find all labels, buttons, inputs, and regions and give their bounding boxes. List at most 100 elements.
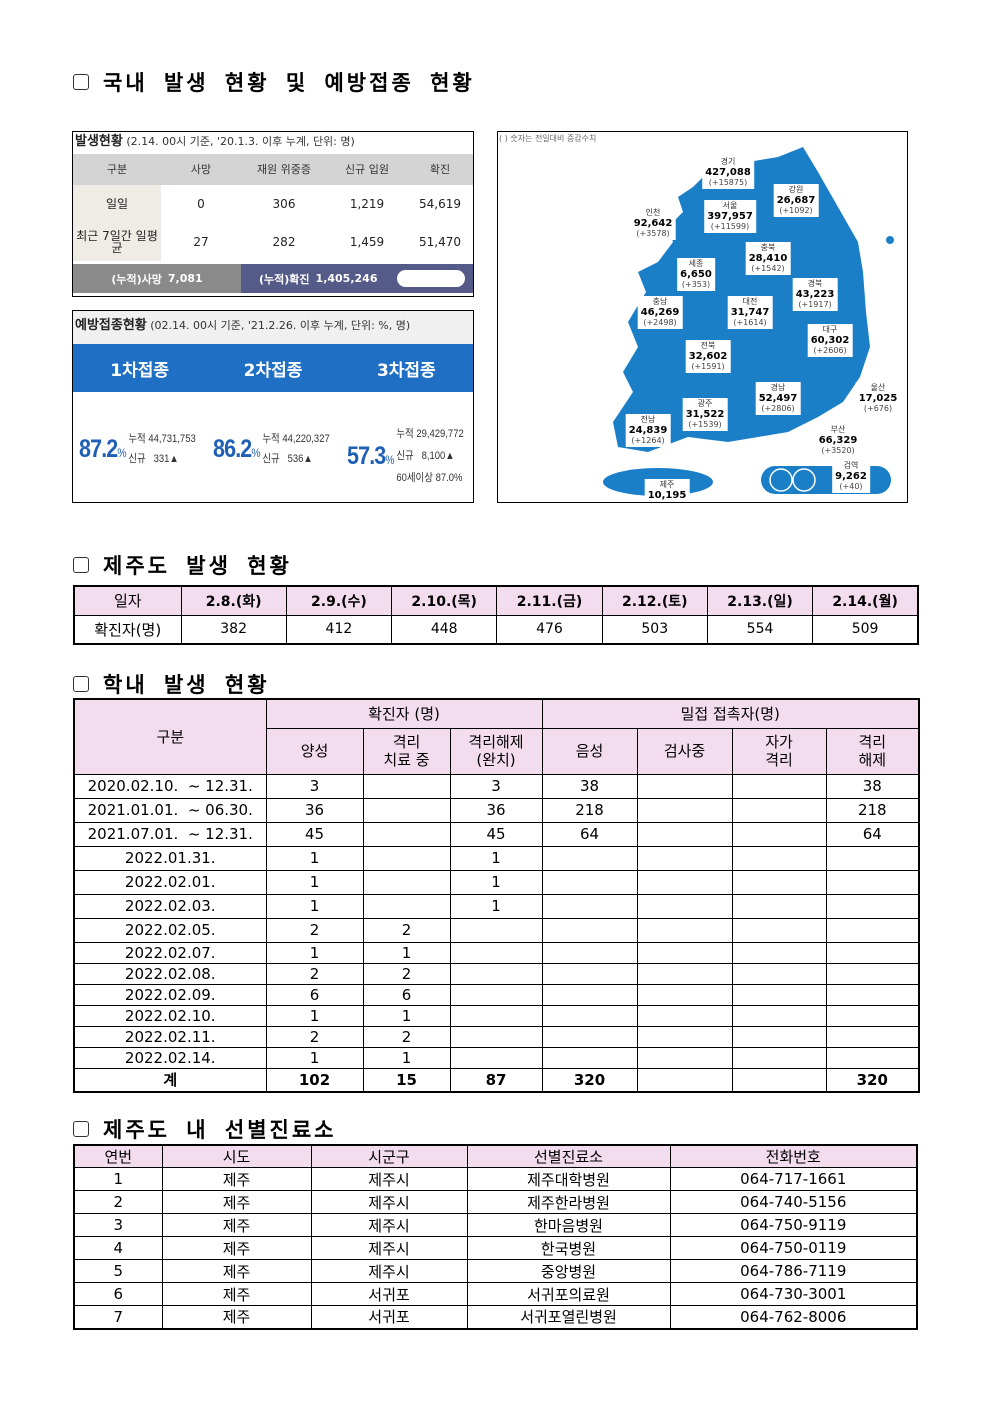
value-cell: 2 (362, 917, 451, 943)
total-cell: 15 (362, 1067, 451, 1093)
value-cell: 2 (265, 962, 364, 985)
clinic-cell: 서귀포의료원 (466, 1282, 671, 1306)
count-cell: 448 (391, 614, 498, 645)
value-cell: 2 (265, 1025, 364, 1048)
period-cell: 2022.02.05. (73, 917, 267, 943)
region-label: 대전 31,747 (+1614) (727, 296, 773, 329)
checkbox-icon (73, 676, 89, 692)
occurrence-cell: 1,219 (349, 197, 385, 211)
region-delta: (+353) (681, 280, 711, 289)
value-cell: 3 (449, 773, 543, 799)
region-label: 강원 26,687 (+1092) (773, 184, 819, 217)
value-cell (731, 1046, 827, 1069)
clinic-cell: 064-730-3001 (669, 1282, 918, 1306)
region-name: 대전 (742, 297, 758, 306)
period-cell: 2021.01.01. ~ 06.30. (73, 797, 267, 823)
region-delta: (+1917) (798, 300, 832, 309)
table-row: 2022.02.11. 2 2 (73, 1025, 920, 1048)
value-cell (825, 983, 920, 1006)
count-cell: 554 (706, 614, 814, 645)
region-delta: (+2498) (643, 318, 677, 327)
clinic-cell: 064-750-0119 (669, 1236, 918, 1260)
value-cell: 218 (541, 797, 638, 823)
region-name: 서울 (722, 201, 738, 210)
clinic-cell: 서귀포 (310, 1305, 468, 1329)
table-row: 2022.02.07. 1 1 (73, 941, 920, 964)
count-cell: 412 (285, 614, 393, 645)
occurrence-cell: 54,619 (419, 197, 461, 211)
value-cell (731, 797, 827, 823)
value-cell (541, 845, 638, 871)
value-cell (731, 941, 827, 964)
value-cell (731, 845, 827, 871)
value-cell (541, 893, 638, 919)
table-row: 5 제주 제주시 중앙병원 064-786-7119 (73, 1259, 918, 1283)
value-cell (362, 797, 451, 823)
region-label: 경남 52,497 (+2806) (755, 382, 801, 415)
count-cell: 503 (601, 614, 708, 645)
occurrence-title: 발생현황 (75, 134, 123, 149)
table-row: 2 제주 제주시 제주한라병원 064-740-5156 (73, 1190, 918, 1214)
clinic-cell: 제주 (161, 1190, 312, 1214)
region-value: 397,957 (707, 211, 753, 222)
section-title-clinics: 제주도 내 선별진료소 (73, 1114, 337, 1144)
total-cell: 87 (449, 1067, 543, 1093)
region-name: 광주 (697, 399, 713, 408)
clinic-cell: 한마음병원 (466, 1213, 671, 1237)
cumulative-confirmed: (누적)확진 1,405,246 (241, 264, 473, 293)
date-header: 2.9.(수) (285, 585, 393, 616)
clinic-header: 선별진료소 (466, 1144, 671, 1168)
clinic-cell: 064-740-5156 (669, 1190, 918, 1214)
region-value: 26,687 (776, 195, 816, 206)
value-cell (449, 941, 543, 964)
value-cell (449, 1046, 543, 1069)
occurrence-header: 재원 위중증 (241, 154, 327, 185)
occurrence-cell: 282 (272, 235, 296, 249)
value-cell (362, 893, 451, 919)
period-cell: 2022.02.03. (73, 893, 267, 919)
row-label: 확진자(명) (73, 614, 182, 645)
value-cell (825, 869, 920, 895)
value-cell (541, 1046, 638, 1069)
period-cell: 2022.02.08. (73, 962, 267, 985)
region-label: 부산 66,329 (+3520) (815, 424, 861, 457)
section-title-national: 국내 발생 현황 및 예방접종 현황 (73, 67, 475, 97)
total-cell: 320 (541, 1067, 638, 1093)
region-delta: (+2806) (761, 404, 795, 413)
region-name: 세종 (688, 259, 704, 268)
cumulative-confirmed-label: (누적)확진 (259, 272, 310, 286)
region-label: 광주 31,522 (+1539) (682, 398, 728, 431)
clinic-cell: 제주 (161, 1282, 312, 1306)
value-cell: 1 (265, 941, 364, 964)
count-cell: 382 (180, 614, 287, 645)
period-cell: 2022.02.11. (73, 1025, 267, 1048)
region-value: 28,410 (748, 253, 788, 264)
region-value: 92,642 (633, 218, 673, 229)
value-cell: 1 (362, 1004, 451, 1027)
value-cell (541, 1025, 638, 1048)
region-name: 검역 (843, 461, 859, 470)
clinic-cell: 중앙병원 (466, 1259, 671, 1283)
value-cell (449, 1004, 543, 1027)
region-label: 대구 60,302 (+2606) (807, 324, 853, 357)
region-name: 부산 (830, 425, 846, 434)
jeju-daily-table: 일자 2.8.(화) 2.9.(수) 2.10.(목) 2.11.(금) 2.12.(토)… (73, 585, 919, 645)
region-name: 전북 (700, 341, 716, 350)
value-cell: 1 (449, 893, 543, 919)
region-delta: (+15875) (708, 178, 748, 187)
region-delta: (+3578) (636, 229, 670, 238)
total-cell: 102 (265, 1067, 364, 1093)
table-row: 2022.02.14. 1 1 (73, 1046, 920, 1069)
table-row: 2020.02.10. ~ 12.31. 3 3 38 38 (73, 773, 920, 799)
region-delta: (+676) (863, 404, 893, 413)
region-delta: (+1542) (751, 264, 785, 273)
date-header: 2.8.(화) (180, 585, 287, 616)
value-cell: 6 (362, 983, 451, 1006)
value-cell (541, 1004, 638, 1027)
region-delta: (+11599) (710, 222, 750, 231)
section-title-school: 학내 발생 현황 (73, 669, 270, 699)
region-name: 강원 (788, 185, 804, 194)
region-value: 32,602 (688, 351, 728, 362)
cumulative-death-value: 7,081 (167, 272, 203, 285)
region-name: 경기 (720, 157, 736, 166)
